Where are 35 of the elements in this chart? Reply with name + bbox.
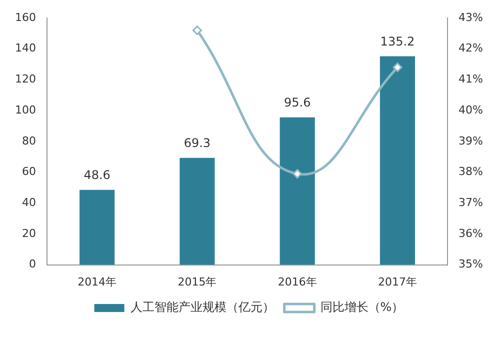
data-label: 95.6 (284, 95, 311, 110)
y2-tick-label: 36% (458, 226, 484, 240)
data-label: 69.3 (184, 136, 211, 150)
y2-tick-label: 37% (458, 196, 484, 209)
y-tick-label: 80 (22, 134, 36, 148)
legend-label: 同比增长（%） (320, 300, 404, 314)
legend-label: 人工智能产业规模（亿元） (130, 300, 274, 314)
bar (80, 190, 115, 265)
point (292, 169, 302, 179)
y2-tick-label: 40% (458, 103, 484, 116)
bar (180, 158, 215, 265)
point (392, 62, 402, 72)
y-tick-label: 60 (22, 165, 36, 178)
y2-tick-label: 35% (458, 258, 484, 271)
y-tick-label: 40 (22, 196, 36, 209)
y-tick-label: 160 (14, 10, 36, 24)
y2-tick-label: 42% (458, 42, 484, 55)
x-tick-label: 2015年 (178, 275, 217, 288)
y2-tick-label: 38% (458, 165, 484, 178)
x-tick-label: 2014年 (78, 275, 117, 288)
point (192, 26, 202, 36)
bar (380, 56, 416, 265)
y-tick-label: 120 (14, 72, 36, 86)
y-tick-label: 0 (28, 258, 36, 271)
y2-tick-label: 41% (458, 72, 484, 86)
y2-tick-label: 43% (458, 10, 484, 24)
y2-tick-label: 39% (458, 134, 484, 148)
data-label: 48.6 (84, 168, 110, 182)
y-tick-label: 100 (14, 103, 36, 116)
y-tick-label: 20 (22, 226, 36, 240)
x-tick-label: 2017年 (378, 275, 417, 288)
y-tick-label: 140 (14, 42, 36, 55)
bar (280, 117, 315, 265)
x-tick-label: 2016年 (278, 275, 317, 288)
data-label: 135.2 (380, 34, 415, 48)
